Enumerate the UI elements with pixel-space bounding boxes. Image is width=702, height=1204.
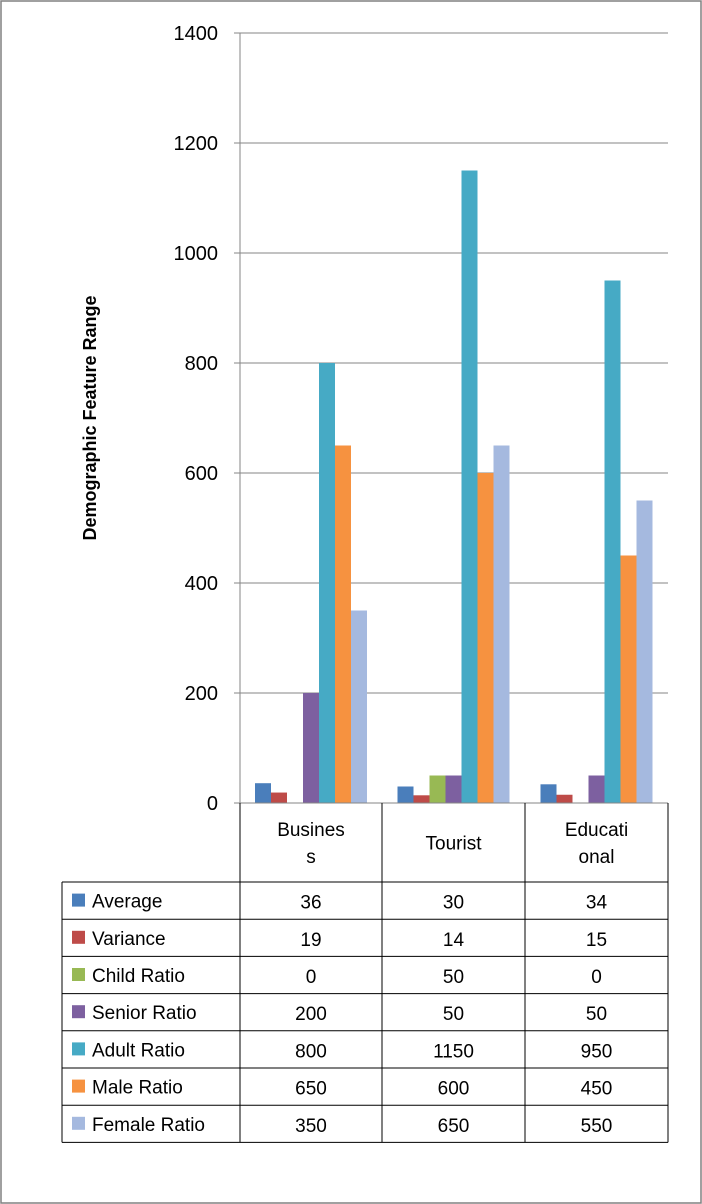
bar xyxy=(335,445,351,803)
category-label: s xyxy=(306,847,316,868)
bar xyxy=(540,784,557,803)
data-label: 50 xyxy=(443,967,464,988)
bar xyxy=(556,794,573,803)
legend-label: Child Ratio xyxy=(92,966,185,987)
data-table: Busines s Tourist Educati onal Average 36 30 34 V… xyxy=(61,803,669,1143)
legend-swatch xyxy=(72,1116,85,1130)
data-label: 200 xyxy=(295,1004,327,1025)
category-label: onal xyxy=(579,847,615,868)
y-tick-label: 1400 xyxy=(174,23,219,45)
bar xyxy=(271,792,287,803)
data-label: 950 xyxy=(581,1041,613,1062)
bar xyxy=(413,795,430,803)
data-label: 15 xyxy=(586,930,607,951)
legend-swatch xyxy=(72,1005,85,1019)
data-label: 30 xyxy=(443,893,464,914)
bar xyxy=(461,170,478,803)
data-label: 14 xyxy=(443,930,465,951)
gridlines xyxy=(234,32,668,804)
data-label: 50 xyxy=(443,1004,464,1025)
data-label: 19 xyxy=(300,930,321,951)
bar xyxy=(397,786,414,803)
y-tick-label: 600 xyxy=(185,463,218,485)
y-tick-label: 200 xyxy=(185,683,218,705)
legend-label: Male Ratio xyxy=(92,1078,183,1099)
legend-label: Average xyxy=(92,892,162,913)
bar xyxy=(493,445,510,803)
bar xyxy=(636,500,653,803)
data-label: 800 xyxy=(295,1041,327,1062)
legend-swatch xyxy=(72,1079,85,1093)
y-tick-label: 400 xyxy=(185,573,218,595)
y-axis-label: Demographic Feature Range xyxy=(80,295,100,540)
bar xyxy=(477,473,494,803)
category-label: Educati xyxy=(565,820,628,841)
category-label: Tourist xyxy=(426,834,483,855)
data-label: 50 xyxy=(586,1004,607,1025)
y-tick-label: 0 xyxy=(207,793,218,815)
bar xyxy=(588,775,605,803)
bar xyxy=(319,363,335,803)
data-label: 650 xyxy=(438,1116,470,1137)
y-tick-label: 1000 xyxy=(174,243,219,265)
axes xyxy=(239,33,668,804)
bars xyxy=(255,170,653,803)
legend-label: Female Ratio xyxy=(92,1115,205,1136)
y-tick-label: 800 xyxy=(185,353,218,375)
data-label: 600 xyxy=(438,1079,470,1100)
data-label: 350 xyxy=(295,1116,327,1137)
bar xyxy=(303,693,319,803)
bar xyxy=(255,783,271,803)
bar xyxy=(620,555,637,803)
legend-swatch xyxy=(72,893,85,907)
bar xyxy=(429,775,446,803)
data-label: 34 xyxy=(586,893,608,914)
data-label: 1150 xyxy=(433,1041,474,1062)
data-label: 0 xyxy=(591,967,602,988)
data-label: 550 xyxy=(581,1116,613,1137)
category-label: Busines xyxy=(277,820,345,841)
data-label: 36 xyxy=(300,893,321,914)
bar xyxy=(445,775,462,803)
legend-label: Senior Ratio xyxy=(92,1003,197,1024)
legend-label: Adult Ratio xyxy=(92,1040,185,1061)
y-axis-ticks: 0 200 400 600 800 1000 1200 1400 xyxy=(174,23,219,815)
data-label: 650 xyxy=(295,1079,327,1100)
bar xyxy=(351,610,367,803)
data-label: 0 xyxy=(306,967,317,988)
legend-swatch xyxy=(72,930,85,944)
bar xyxy=(604,280,621,803)
y-tick-label: 1200 xyxy=(174,133,219,155)
legend-swatch xyxy=(72,968,85,981)
legend-label: Variance xyxy=(92,929,166,950)
legend-swatch xyxy=(72,1042,85,1056)
data-label: 450 xyxy=(581,1079,613,1100)
